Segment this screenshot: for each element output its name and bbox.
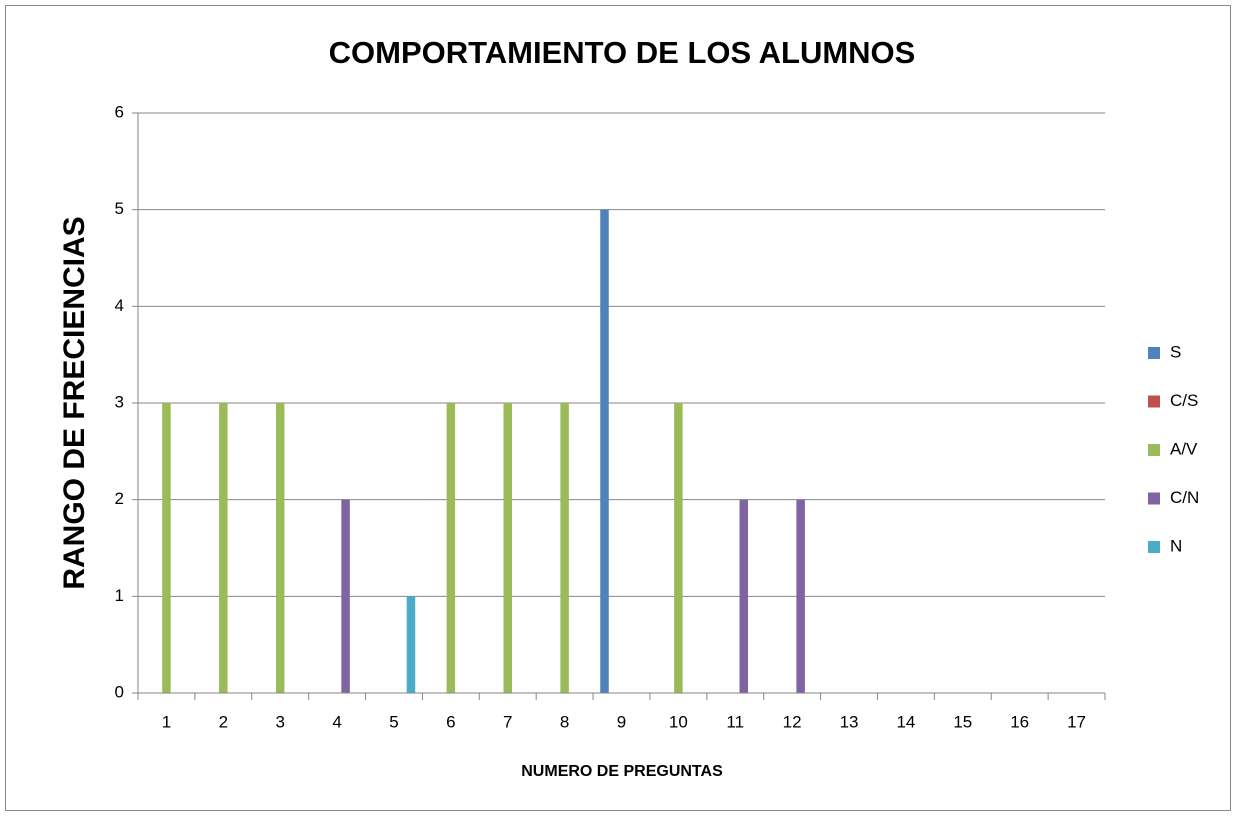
x-tick-label: 4 [332, 712, 341, 731]
bar [406, 596, 416, 693]
legend-swatch [1148, 395, 1160, 408]
legend-label: N [1170, 536, 1182, 555]
x-tick-label: 5 [389, 712, 398, 731]
y-axis-label: RANGO DE FRECIENCIAS [58, 216, 91, 589]
bar [219, 403, 228, 693]
legend-swatch [1148, 541, 1160, 553]
legend-label: C/S [1170, 391, 1198, 410]
x-tick-label: 11 [726, 712, 744, 731]
bar [275, 403, 285, 693]
bar [446, 403, 456, 693]
y-tick-label: 0 [115, 682, 124, 701]
legend-swatch [1148, 492, 1160, 505]
legend-label: C/N [1170, 488, 1199, 507]
x-tick-label: 3 [275, 712, 284, 731]
chart-border [5, 5, 1231, 811]
x-axis-label: NUMERO DE PREGUNTAS [521, 763, 723, 780]
x-tick-label: 14 [896, 712, 915, 731]
chart-title: COMPORTAMIENTO DE LOS ALUMNOS [329, 35, 916, 70]
x-tick-label: 7 [503, 712, 512, 731]
x-tick-label: 1 [162, 712, 171, 731]
x-tick-label: 6 [446, 712, 455, 731]
y-tick-label: 3 [115, 392, 124, 411]
x-tick-label: 15 [953, 712, 972, 731]
x-tick-label: 17 [1067, 712, 1086, 731]
legend-swatch [1148, 347, 1160, 359]
legend-label: S [1170, 342, 1181, 361]
x-tick-label: 13 [840, 712, 859, 731]
x-tick-label: 8 [560, 712, 569, 731]
bar [674, 403, 683, 693]
x-tick-label: 2 [219, 712, 228, 731]
bar [503, 403, 512, 693]
bar [341, 499, 350, 693]
legend-swatch [1148, 444, 1160, 456]
legend-label: A/V [1170, 439, 1198, 458]
y-tick-label: 4 [115, 296, 124, 315]
x-tick-label: 12 [783, 712, 802, 731]
y-tick-label: 6 [115, 102, 124, 121]
y-tick-label: 1 [115, 586, 124, 605]
x-tick-label: 9 [617, 712, 626, 731]
y-tick-label: 5 [115, 199, 124, 218]
bar [560, 403, 569, 693]
x-tick-label: 16 [1010, 712, 1029, 731]
bar [739, 499, 749, 693]
bar [162, 403, 171, 693]
bar [600, 209, 609, 693]
bar [796, 499, 805, 693]
x-tick-label: 10 [669, 712, 688, 731]
y-tick-label: 2 [115, 489, 124, 508]
